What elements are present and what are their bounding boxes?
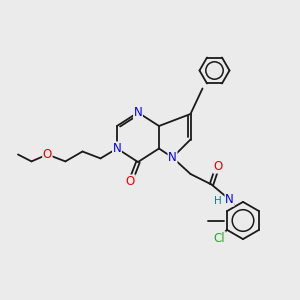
- Text: N: N: [168, 151, 177, 164]
- Text: O: O: [126, 175, 135, 188]
- Text: N: N: [225, 193, 234, 206]
- Text: N: N: [134, 106, 142, 119]
- Text: H: H: [214, 196, 222, 206]
- Text: Cl: Cl: [214, 232, 225, 245]
- Text: N: N: [112, 142, 122, 155]
- Text: O: O: [43, 148, 52, 161]
- Text: O: O: [213, 160, 222, 173]
